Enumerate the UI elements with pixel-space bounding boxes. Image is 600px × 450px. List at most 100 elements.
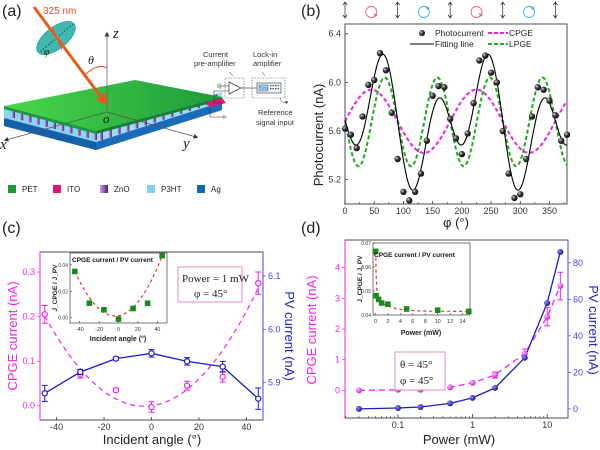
left-circular-icon <box>365 6 378 18</box>
phi-label: φ <box>44 47 50 58</box>
y-axis-title-left-d: CPGE current (nA) <box>304 275 319 384</box>
legend-label-ag: Ag <box>211 185 221 194</box>
inset-x-tick-label-d: 2 <box>386 319 389 325</box>
inset-x-tick-label-c: -40 <box>76 327 84 333</box>
photocurrent-point <box>528 113 536 120</box>
pv-point-d <box>417 404 424 411</box>
cpge-point-d <box>544 313 551 320</box>
left-circular-arrow <box>478 13 483 17</box>
zno-rod <box>152 114 156 123</box>
pv-point-c <box>219 363 226 370</box>
photocurrent-point <box>452 135 460 142</box>
inset-point-d <box>373 293 379 299</box>
laser-beam <box>32 6 108 106</box>
y-axis <box>106 111 199 139</box>
x-axis-title-c: Incident angle (°) <box>103 432 201 447</box>
cpge-point-c <box>183 382 191 389</box>
photocurrent-point <box>429 92 436 99</box>
y-tick-label-left-c: 0.2 <box>22 312 35 322</box>
x-tick-label-b: 0 <box>342 206 347 216</box>
inset-x-tick-label-d: 10 <box>435 319 441 325</box>
photocurrent-point <box>446 115 454 123</box>
photocurrent-point <box>435 82 442 90</box>
panel-c: (c) -40 -20 0 20 40 0.0 0.1 0.2 0.3 5.9 6.0 6.1 CPG… <box>2 220 297 447</box>
photocurrent-point <box>517 191 524 198</box>
y-tick-label-left-d: 1 <box>335 355 340 365</box>
pv-point-c <box>255 395 262 402</box>
photocurrent-point <box>417 170 425 177</box>
inset-point-d <box>378 300 385 306</box>
photocurrent-points <box>341 49 571 204</box>
inset-point-d <box>465 308 472 315</box>
legend-label-fit: Fitting line <box>435 39 474 49</box>
legend-marker-photocurrent <box>419 30 425 36</box>
inset-point-d <box>403 306 410 312</box>
y-tick-label-left-c: 0.1 <box>22 356 35 366</box>
inset-x-tick-label-c: -20 <box>95 327 103 333</box>
legend-label-cpge: CPGE <box>509 28 533 38</box>
lockin-label-2: amplifier <box>253 59 282 68</box>
photocurrent-point <box>406 197 413 204</box>
inset-x-tick-label-d: 14 <box>459 319 465 325</box>
axis-ticks-c: -40 -20 0 20 40 0.0 0.1 0.2 0.3 5.9 6.0 6.1 <box>22 267 280 432</box>
lockin-box <box>251 77 286 99</box>
preamp-label-1: Current <box>203 50 229 59</box>
inset-point-d <box>434 307 441 313</box>
zno-rod <box>36 116 40 125</box>
y-tick-label-b: 5.6 <box>328 126 341 136</box>
y-tick-label-left-d: 4 <box>335 263 340 273</box>
inset-x-tick-label-d: 0 <box>374 319 377 325</box>
x-tick-label-c: -40 <box>50 422 63 432</box>
photocurrent-point <box>482 52 489 59</box>
zno-rod <box>77 127 81 136</box>
linear-polarization-arrowheads <box>447 1 453 19</box>
inset-x-tick-label-d: 4 <box>399 319 402 325</box>
y-tick-label-right-d: 80 <box>573 258 583 268</box>
photocurrent-point <box>511 194 518 202</box>
photocurrent-point <box>522 155 530 163</box>
photocurrent-point <box>341 125 349 132</box>
inset-point-d <box>385 301 391 307</box>
inset-point-c <box>86 300 93 306</box>
inset-y-tick-label-d: 0.04 <box>361 313 371 319</box>
panel-label-c: (c) <box>2 220 21 237</box>
left-circular-icon <box>470 6 483 18</box>
inset-point-c <box>159 252 165 259</box>
zno-rod <box>12 110 15 118</box>
inset-y-tick-label-c: 0.04 <box>58 263 68 269</box>
pv-point-d <box>355 405 362 412</box>
ito-electrode <box>206 98 226 107</box>
legend-label-p3ht: P3HT <box>161 185 182 194</box>
theta-label: θ <box>88 53 94 67</box>
cpge-point-d <box>355 387 362 394</box>
x-tick-label-d: 1 <box>470 420 475 430</box>
axis-ticks-b: 0 50 100 150 200 250 300 350 5.2 5.6 6.0 6.4 <box>328 29 565 216</box>
panel-label-d: (d) <box>301 220 321 237</box>
pv-point-d <box>394 404 401 411</box>
inset-y-tick-label-d: 0.06 <box>361 265 371 271</box>
y-axis-title-right-d: PV current (nA) <box>586 285 600 375</box>
cpge-point-d <box>521 350 528 357</box>
inset-xlabel-d: Power (mW) <box>401 330 441 337</box>
inset-point-d <box>375 296 382 303</box>
cpge-point-d <box>557 283 564 290</box>
y-tick-label-right-c: 6.1 <box>268 271 281 281</box>
x-tick-label-c: 20 <box>194 422 204 432</box>
pv-point-c <box>112 355 120 362</box>
inset-y-tick-label-d: 0.05 <box>361 289 371 295</box>
annotation-box-d <box>394 351 446 391</box>
y-tick-label-b: 6.0 <box>328 77 341 87</box>
photocurrent-point <box>552 112 559 119</box>
laser-wavelength: 325 nm <box>43 6 76 17</box>
pv-point-d <box>557 248 564 255</box>
x-axis-title-d: Power (mW) <box>423 432 495 447</box>
x-tick-label-b: 350 <box>542 206 557 216</box>
legend-swatch-pet <box>8 185 16 193</box>
cpge-point-d <box>492 372 499 379</box>
left-circular-arrow <box>373 13 378 17</box>
photocurrent-point <box>505 170 512 177</box>
linear-polarization-arrowheads <box>500 1 506 19</box>
y-tick-label-right-c: 5.9 <box>268 378 281 388</box>
